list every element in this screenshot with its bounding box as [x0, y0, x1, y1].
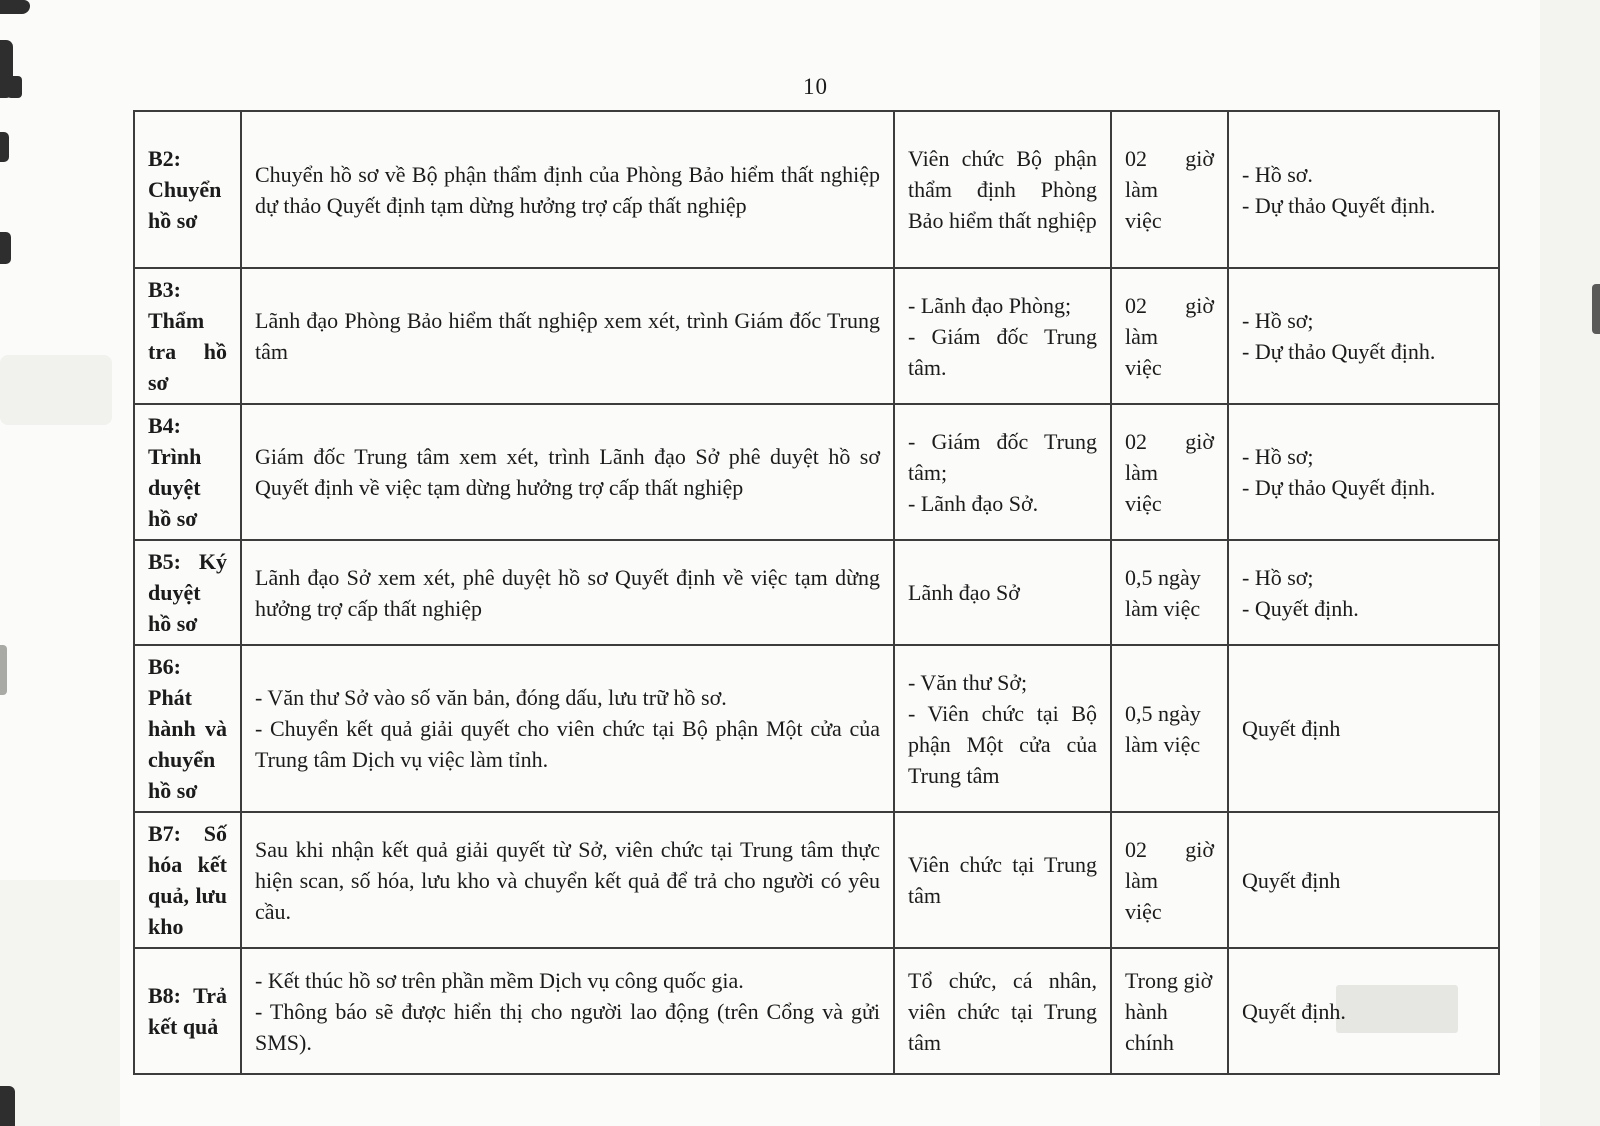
- result-cell: - Hồ sơ. - Dự thảo Quyết định.: [1227, 110, 1500, 269]
- step-cell: B8: Trả kết quả: [133, 947, 242, 1075]
- description-cell: Lãnh đạo Sở xem xét, phê duyệt hồ sơ Quy…: [240, 539, 895, 646]
- result-cell: - Hồ sơ; - Dự thảo Quyết định.: [1227, 403, 1500, 541]
- time-cell: 0,5 ngày làm việc: [1110, 539, 1229, 646]
- description-cell: Lãnh đạo Phòng Bảo hiểm thất nghiệp xem …: [240, 267, 895, 405]
- result-cell: - Hồ sơ; - Quyết định.: [1227, 539, 1500, 646]
- scan-edge-mark: [0, 645, 7, 695]
- table-row: B5: Ký duyệt hồ sơ Lãnh đạo Sở xem xét, …: [133, 539, 1500, 646]
- step-cell: B6: Phát hành và chuyển hồ sơ: [133, 644, 242, 813]
- step-cell: B7: Số hóa kết quả, lưu kho: [133, 811, 242, 949]
- description-cell: Chuyển hồ sơ về Bộ phận thẩm định của Ph…: [240, 110, 895, 269]
- scan-smudge-left: [0, 355, 112, 425]
- page-number: 10: [803, 74, 828, 99]
- scan-edge-mark: [0, 232, 11, 264]
- result-cell: Quyết định: [1227, 811, 1500, 949]
- responsible-cell: - Giám đốc Trung tâm; - Lãnh đạo Sở.: [893, 403, 1112, 541]
- scan-smudge-bottom-left: [0, 880, 120, 1126]
- time-cell: 02 giờ làm việc: [1110, 110, 1229, 269]
- table-row: B6: Phát hành và chuyển hồ sơ - Văn thư …: [133, 644, 1500, 813]
- table-row: B3: Thẩm tra hồ sơ Lãnh đạo Phòng Bảo hi…: [133, 267, 1500, 405]
- responsible-cell: Viên chức tại Trung tâm: [893, 811, 1112, 949]
- scan-edge-mark: [0, 132, 9, 162]
- description-cell: - Văn thư Sở vào số văn bản, đóng dấu, l…: [240, 644, 895, 813]
- scan-edge-mark: [0, 0, 30, 14]
- responsible-cell: - Văn thư Sở; - Viên chức tại Bộ phận Mộ…: [893, 644, 1112, 813]
- responsible-cell: - Lãnh đạo Phòng; - Giám đốc Trung tâm.: [893, 267, 1112, 405]
- result-cell: Quyết định: [1227, 644, 1500, 813]
- table-row: B7: Số hóa kết quả, lưu kho Sau khi nhận…: [133, 811, 1500, 949]
- responsible-cell: Tổ chức, cá nhân, viên chức tại Trung tâ…: [893, 947, 1112, 1075]
- description-cell: Giám đốc Trung tâm xem xét, trình Lãnh đ…: [240, 403, 895, 541]
- table-row: B8: Trả kết quả - Kết thúc hồ sơ trên ph…: [133, 947, 1500, 1075]
- time-cell: 02 giờ làm việc: [1110, 403, 1229, 541]
- description-cell: Sau khi nhận kết quả giải quyết từ Sở, v…: [240, 811, 895, 949]
- time-cell: 02 giờ làm việc: [1110, 811, 1229, 949]
- time-cell: 02 giờ làm việc: [1110, 267, 1229, 405]
- step-cell: B2: Chuyển hồ sơ: [133, 110, 242, 269]
- time-cell: 0,5 ngày làm việc: [1110, 644, 1229, 813]
- scan-edge-mark: [0, 1086, 15, 1126]
- responsible-cell: Lãnh đạo Sở: [893, 539, 1112, 646]
- step-cell: B4: Trình duyệt hồ sơ: [133, 403, 242, 541]
- result-cell: Quyết định.: [1227, 947, 1500, 1075]
- result-cell: - Hồ sơ; - Dự thảo Quyết định.: [1227, 267, 1500, 405]
- scan-edge-mark: [1592, 284, 1600, 334]
- scan-shadow-right-margin: [1540, 0, 1600, 1126]
- description-cell: - Kết thúc hồ sơ trên phần mềm Dịch vụ c…: [240, 947, 895, 1075]
- procedure-steps-table: B2: Chuyển hồ sơ Chuyển hồ sơ về Bộ phận…: [133, 110, 1500, 1075]
- table-row: B4: Trình duyệt hồ sơ Giám đốc Trung tâm…: [133, 403, 1500, 541]
- table-row: B2: Chuyển hồ sơ Chuyển hồ sơ về Bộ phận…: [133, 110, 1500, 269]
- time-cell: Trong giờ hành chính: [1110, 947, 1229, 1075]
- step-cell: B3: Thẩm tra hồ sơ: [133, 267, 242, 405]
- responsible-cell: Viên chức Bộ phận thẩm định Phòng Bảo hi…: [893, 110, 1112, 269]
- scan-edge-mark: [7, 76, 22, 98]
- step-cell: B5: Ký duyệt hồ sơ: [133, 539, 242, 646]
